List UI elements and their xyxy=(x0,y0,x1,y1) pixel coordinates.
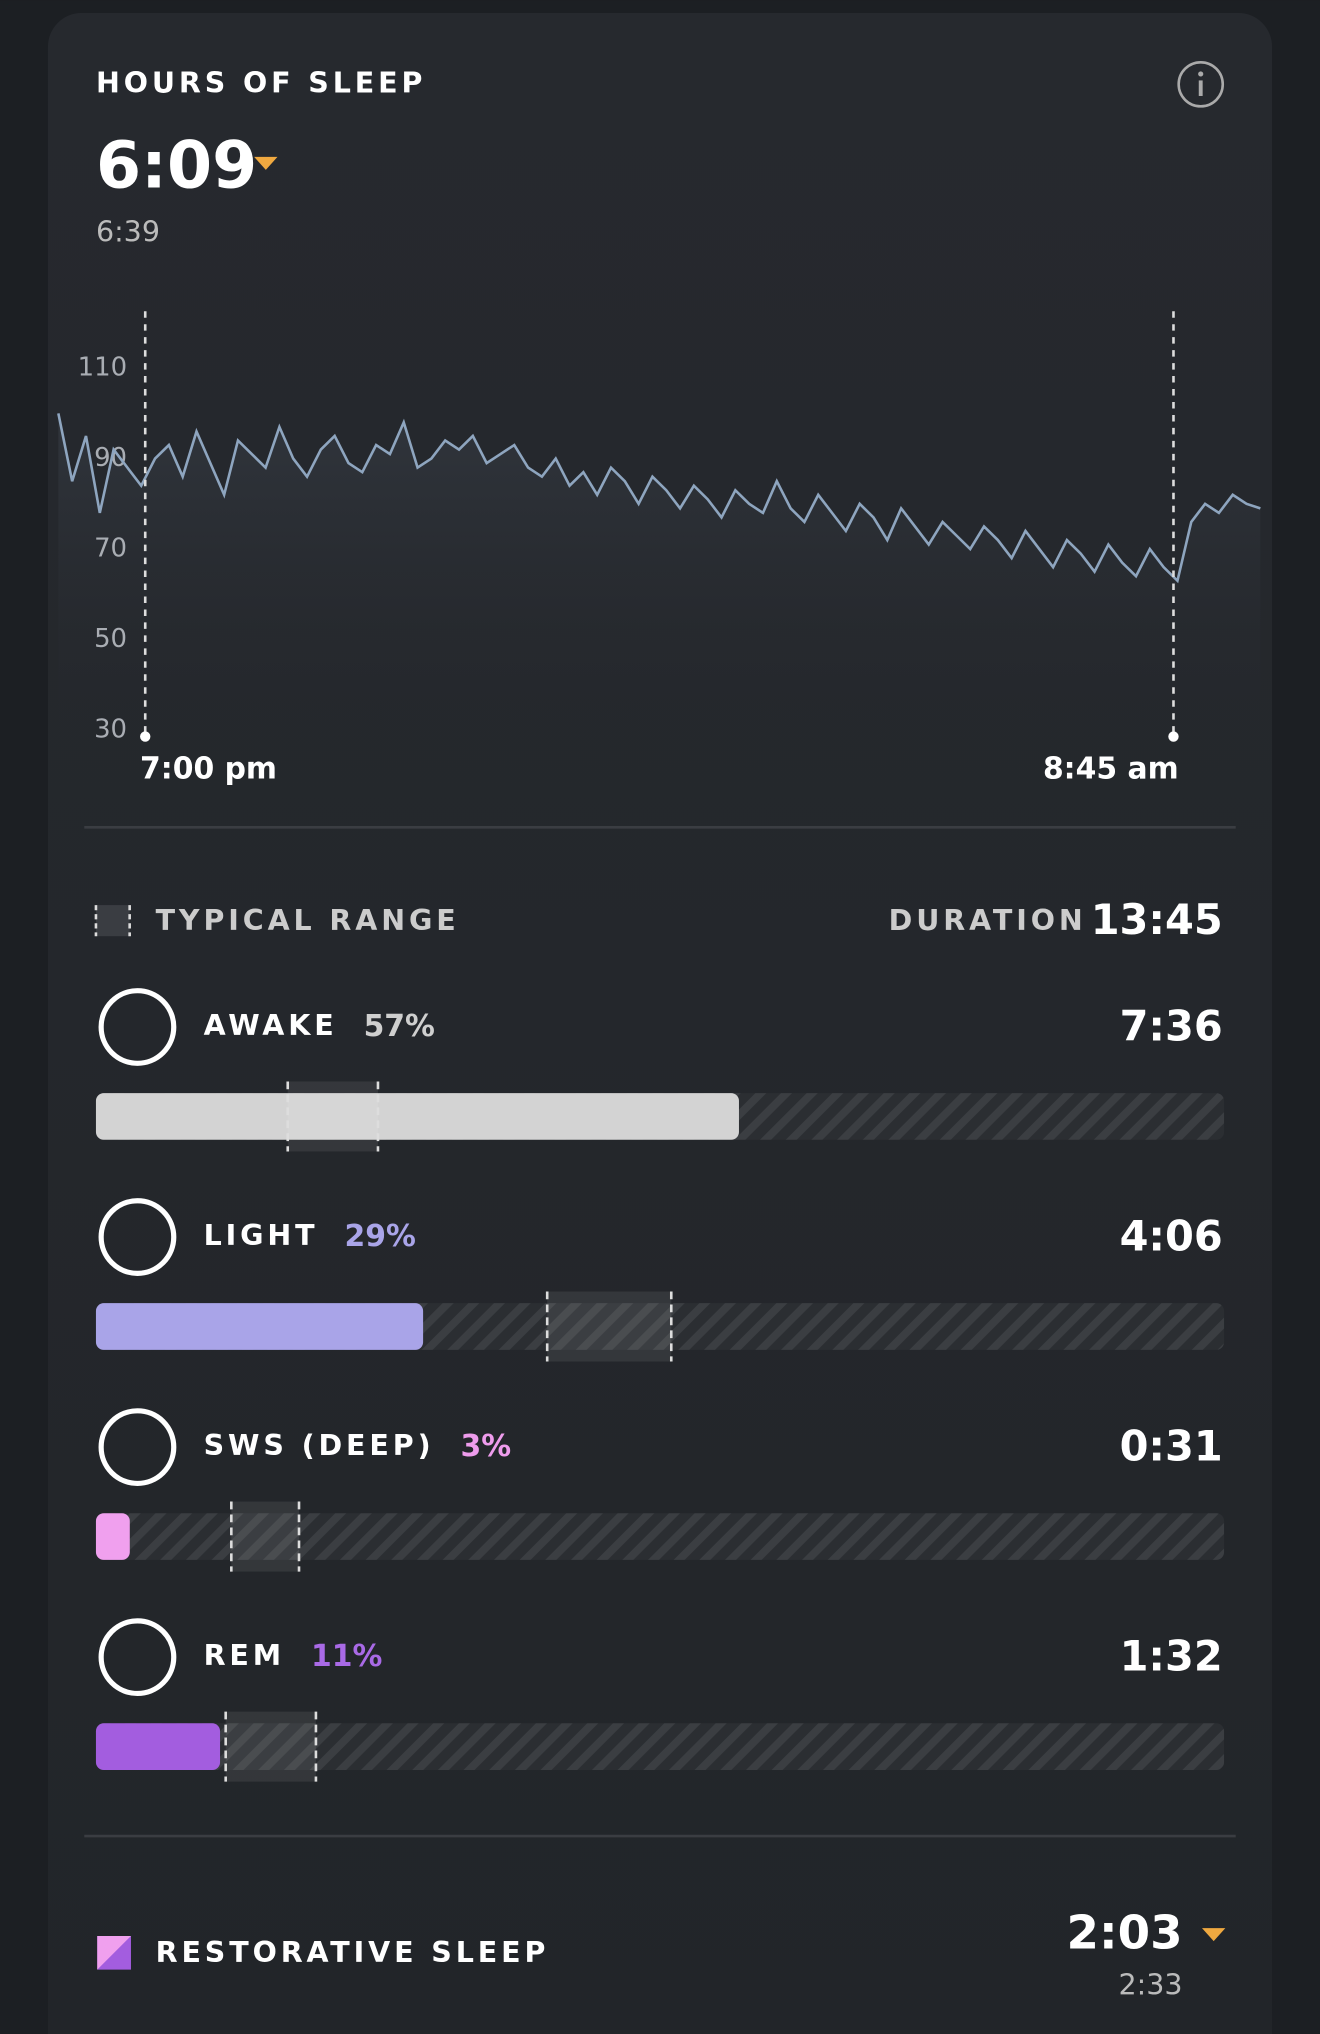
stage-track xyxy=(95,1723,1225,1770)
stage-name: SWS (DEEP) xyxy=(204,1429,435,1462)
stage-bar xyxy=(95,1303,424,1350)
stage-label: SWS (DEEP) 3% xyxy=(204,1429,512,1464)
info-icon[interactable] xyxy=(1177,60,1225,108)
info-icon-dot xyxy=(1198,71,1204,77)
stage-icon xyxy=(98,1618,177,1697)
sleep-baseline: 6:39 xyxy=(96,215,160,248)
y-tick-label: 110 xyxy=(78,353,127,383)
time-marker-dot xyxy=(140,731,151,742)
y-tick-label: 70 xyxy=(94,534,127,564)
x-label: 8:45 am xyxy=(1043,752,1179,787)
section-title: HOURS OF SLEEP xyxy=(96,66,426,99)
typical-range xyxy=(287,1081,378,1152)
duration-label: DURATION xyxy=(889,904,1087,937)
stage-percent: 29% xyxy=(344,1219,415,1254)
down-arrow xyxy=(254,156,278,170)
stage-duration: 7:36 xyxy=(1120,1002,1223,1051)
y-tick-label: 50 xyxy=(94,624,127,654)
stage-name: AWAKE xyxy=(204,1009,338,1042)
stage-duration: 4:06 xyxy=(1120,1212,1223,1261)
restorative-value: 2:03 xyxy=(1066,1906,1182,1960)
restorative-label: RESTORATIVE SLEEP xyxy=(156,1936,550,1969)
stage-track xyxy=(95,1513,1225,1560)
typical-range xyxy=(231,1501,300,1572)
y-tick-label: 30 xyxy=(94,715,127,745)
heart-rate-line xyxy=(57,413,1261,584)
restorative-icon-half xyxy=(97,1935,131,1970)
stage-label: AWAKE 57% xyxy=(204,1008,435,1043)
stage-bar xyxy=(95,1093,739,1140)
duration-value: 13:45 xyxy=(1091,895,1223,944)
stage-percent: 3% xyxy=(460,1429,511,1464)
x-label: 7:00 pm xyxy=(140,752,277,787)
time-marker-dot xyxy=(1168,731,1179,742)
stage-duration: 1:32 xyxy=(1120,1632,1223,1681)
chart-area xyxy=(58,413,1261,740)
typical-range xyxy=(225,1711,316,1782)
stage-icon xyxy=(98,1198,177,1276)
restorative-baseline: 2:33 xyxy=(1119,1969,1183,2002)
info-icon-bar xyxy=(1198,80,1203,96)
stage-percent: 11% xyxy=(311,1639,382,1674)
stage-duration: 0:31 xyxy=(1120,1422,1223,1471)
stage-bar xyxy=(95,1513,130,1560)
typical-range xyxy=(547,1291,672,1362)
stage-percent: 57% xyxy=(364,1008,435,1043)
sleep-value: 6:09 xyxy=(96,128,257,203)
stage-icon xyxy=(98,988,177,1066)
stage-bar xyxy=(95,1723,221,1770)
typical-range-icon xyxy=(95,905,130,937)
stage-name: LIGHT xyxy=(204,1219,319,1252)
stage-name: REM xyxy=(204,1639,285,1672)
stage-icon xyxy=(98,1408,177,1487)
typical-range-label: TYPICAL RANGE xyxy=(156,904,460,937)
stage-label: REM 11% xyxy=(204,1639,383,1674)
stage-label: LIGHT 29% xyxy=(204,1219,416,1254)
down-arrow xyxy=(1202,1928,1226,1942)
